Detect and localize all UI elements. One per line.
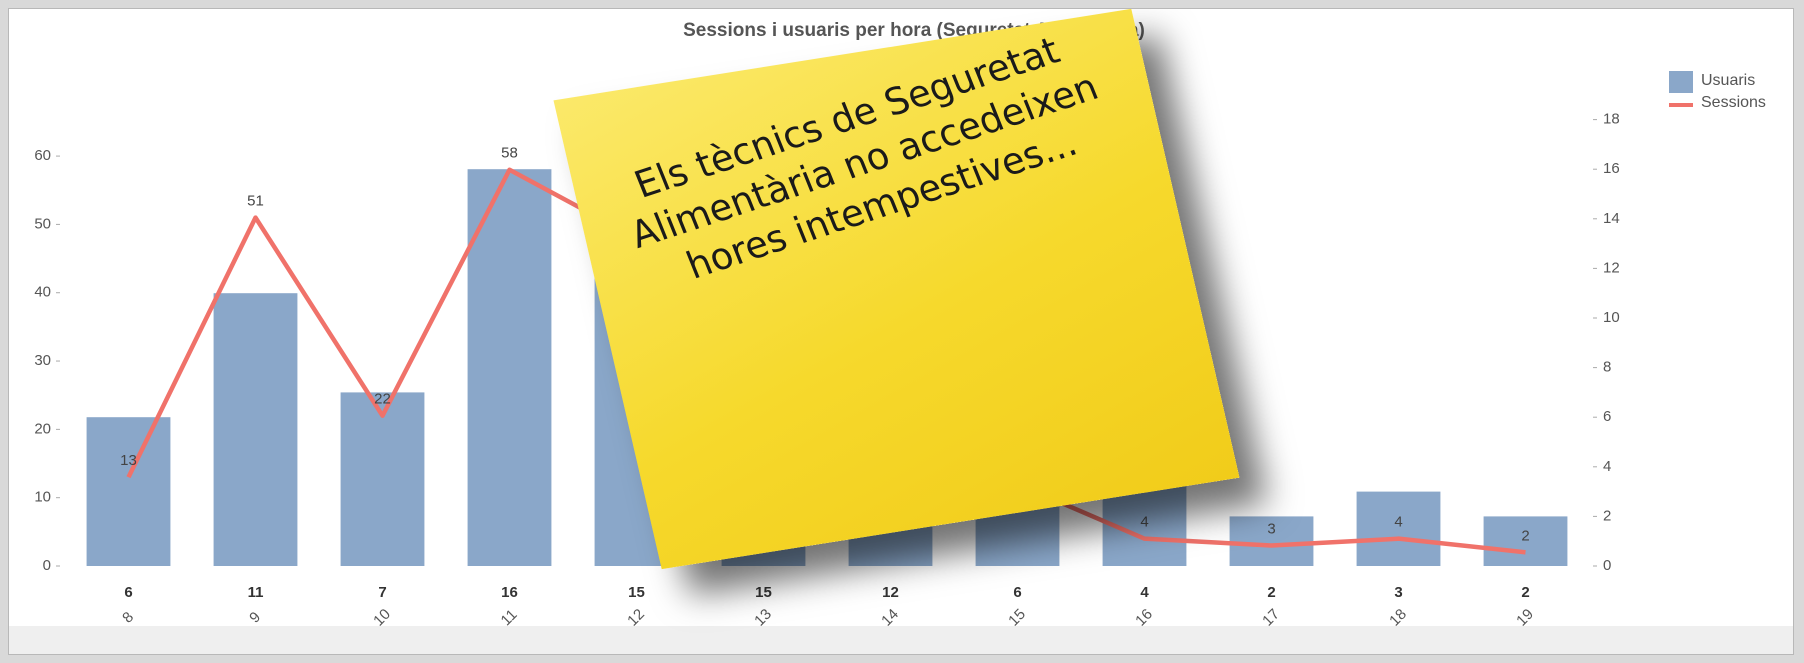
y-tick-label: 60: [34, 147, 51, 164]
x-tick-label: 17: [1259, 606, 1283, 626]
x-tick-label: 19: [1513, 606, 1537, 626]
line-value-label: 58: [501, 145, 518, 162]
bar-value-label: 7: [378, 584, 386, 601]
x-tick-label: 18: [1386, 606, 1410, 626]
x-tick-label: 14: [878, 606, 902, 626]
y2-tick-label: 6: [1603, 408, 1611, 425]
bar-value-label: 2: [1267, 584, 1275, 601]
y2-tick-label: 16: [1603, 160, 1620, 177]
y2-tick-label: 0: [1603, 557, 1611, 574]
bar-value-label: 2: [1521, 584, 1529, 601]
bar-value-label: 6: [124, 584, 132, 601]
bar-value-label: 3: [1394, 584, 1402, 601]
y2-tick-label: 18: [1603, 111, 1620, 128]
footer-band: [9, 626, 1793, 654]
y2-tick-label: 12: [1603, 259, 1620, 276]
line-value-label: 3: [1267, 520, 1275, 537]
x-tick-label: 13: [751, 606, 775, 626]
y2-tick-label: 4: [1603, 458, 1611, 475]
y-tick-label: 20: [34, 420, 51, 437]
y2-tick-label: 8: [1603, 359, 1611, 376]
y-tick-label: 0: [43, 557, 51, 574]
bar: [214, 293, 298, 566]
y2-tick-label: 14: [1603, 210, 1620, 227]
x-tick-label: 12: [624, 606, 648, 626]
y-tick-label: 10: [34, 489, 51, 506]
y-tick-label: 30: [34, 352, 51, 369]
bar-value-label: 6: [1013, 584, 1021, 601]
bar-value-label: 4: [1140, 584, 1149, 601]
x-tick-label: 11: [498, 606, 521, 626]
y2-tick-label: 10: [1603, 309, 1620, 326]
legend-label: Usuaris: [1701, 72, 1755, 89]
line-value-label: 4: [1394, 514, 1402, 531]
line-value-label: 51: [247, 193, 264, 210]
bar-value-label: 12: [882, 584, 899, 601]
bar-value-label: 15: [628, 584, 645, 601]
bar: [341, 392, 425, 566]
bar-value-label: 11: [248, 584, 264, 601]
x-tick-label: 10: [370, 606, 394, 626]
bar: [87, 417, 171, 566]
sticky-note: Els tècnics de Seguretat Alimentària no …: [553, 9, 1239, 569]
y2-tick-label: 2: [1603, 507, 1611, 524]
y-tick-label: 40: [34, 284, 51, 301]
bar-value-label: 15: [755, 584, 772, 601]
line-value-label: 13: [120, 452, 137, 469]
x-tick-label: 8: [119, 609, 137, 626]
y-tick-label: 50: [34, 215, 51, 232]
legend-swatch: [1669, 71, 1693, 93]
x-tick-label: 9: [246, 609, 264, 626]
line-value-label: 2: [1521, 527, 1529, 544]
chart-frame: Sessions i usuaris per hora (Seguretat A…: [8, 8, 1794, 655]
bar-value-label: 16: [501, 584, 518, 601]
line-value-label: 4: [1140, 514, 1148, 531]
line-value-label: 22: [374, 391, 391, 408]
legend-label: Sessions: [1701, 94, 1766, 111]
x-tick-label: 16: [1132, 606, 1156, 626]
x-tick-label: 15: [1005, 606, 1029, 626]
